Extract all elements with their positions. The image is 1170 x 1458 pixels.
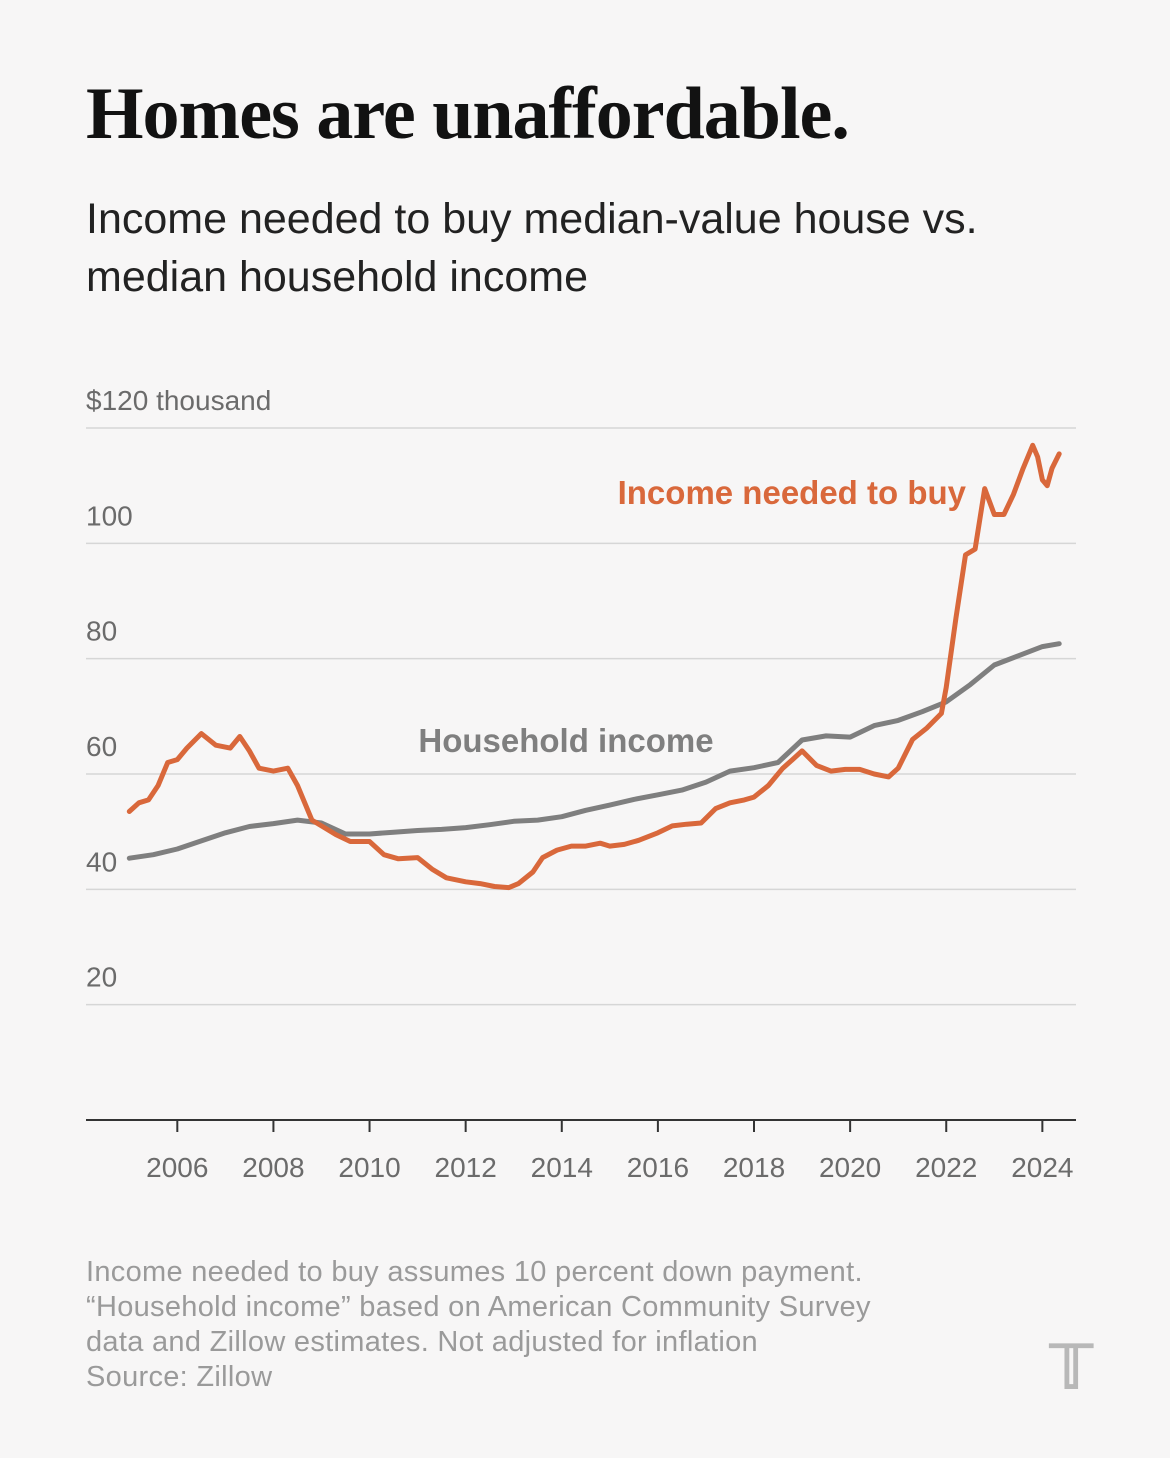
source-line: Source: Zillow [86,1361,273,1393]
x-axis: 2006 2008 2010 2012 2014 2016 2018 2020 2022 2024 [86,1119,1076,1183]
footnote-line-1: Income needed to buy assumes 10 percent … [86,1256,863,1288]
y-tick-label-100: 100 [86,500,133,531]
household-income-label: Household income [418,722,713,759]
x-tick-label-2012: 2012 [435,1152,497,1183]
x-tick-label-2014: 2014 [531,1152,593,1183]
x-tick-label-2010: 2010 [338,1152,400,1183]
y-tick-label-40: 40 [86,846,117,877]
income-needed-line [126,442,1062,891]
chart-subtitle: Income needed to buy median-value house … [86,195,978,301]
nyt-logo-icon: 𝕋 [1050,1335,1093,1401]
y-tick-label-20: 20 [86,962,117,993]
x-tick-label-2016: 2016 [627,1152,689,1183]
x-tick-label-2024: 2024 [1011,1152,1073,1183]
footnote-line-3: data and Zillow estimates. Not adjusted … [86,1326,758,1358]
y-tick-label-60: 60 [86,731,117,762]
grid-lines [86,427,1076,1006]
line-chart: 20 40 60 80 100 $120 thousand 2006 2008 2010 201… [86,385,1076,1183]
y-tick-label-80: 80 [86,616,117,647]
x-tick-label-2020: 2020 [819,1152,881,1183]
x-tick-label-2022: 2022 [915,1152,977,1183]
footnote: Income needed to buy assumes 10 percent … [86,1255,1046,1395]
footnote-line-2: “Household income” based on American Com… [86,1291,871,1323]
household-income-line [126,641,1062,861]
y-axis-labels: 20 40 60 80 100 $120 thousand [86,385,271,993]
chart-title: Homes are unaffordable. [86,73,850,155]
series-lines [126,442,1062,891]
y-tick-label-120: $120 thousand [86,385,271,416]
x-tick-label-2018: 2018 [723,1152,785,1183]
x-tick-label-2008: 2008 [242,1152,304,1183]
series-labels: Household income Income needed to buy [418,474,966,759]
x-tick-label-2006: 2006 [146,1152,208,1183]
income-needed-label: Income needed to buy [618,474,967,511]
